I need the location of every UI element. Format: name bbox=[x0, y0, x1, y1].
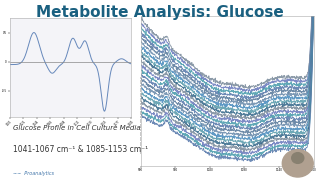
Text: Glucose Profile in Cell Culture Media: Glucose Profile in Cell Culture Media bbox=[13, 125, 140, 131]
Circle shape bbox=[282, 150, 313, 177]
Text: 1041-1067 cm⁻¹ & 1085-1153 cm⁻¹: 1041-1067 cm⁻¹ & 1085-1153 cm⁻¹ bbox=[13, 145, 148, 154]
Text: Metabolite Analysis: Glucose: Metabolite Analysis: Glucose bbox=[36, 5, 284, 20]
Text: ∼∼  Proanalytics: ∼∼ Proanalytics bbox=[13, 171, 54, 176]
Circle shape bbox=[292, 153, 304, 163]
